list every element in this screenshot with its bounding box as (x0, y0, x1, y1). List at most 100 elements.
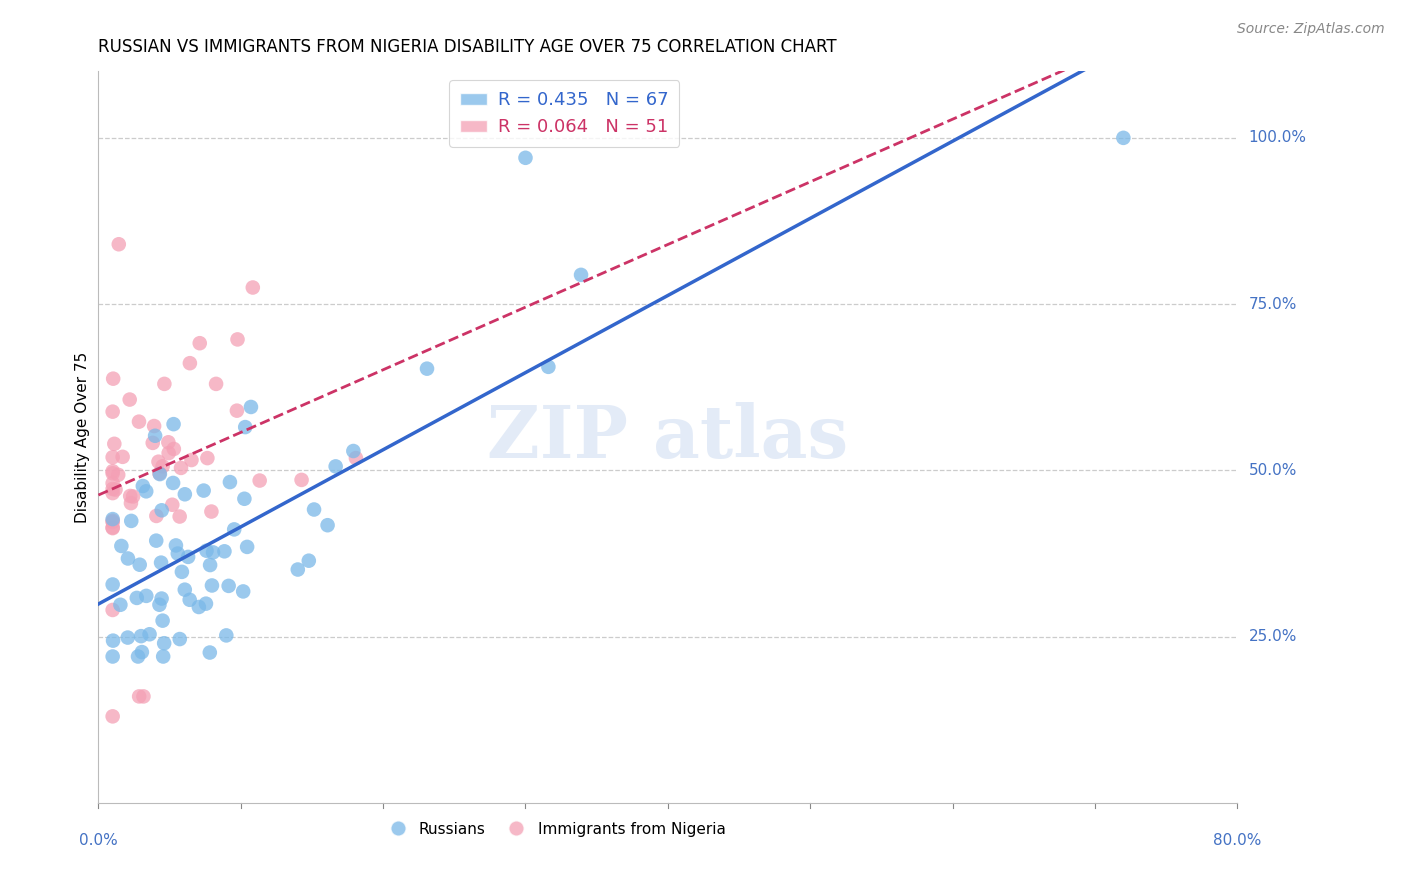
Point (120, 489, 142, 503)
Point (101, 649, 124, 664)
Point (148, 598, 170, 612)
Point (145, 533, 167, 548)
Point (128, 558, 150, 572)
Point (173, 487, 195, 501)
Point (101, 482, 124, 496)
Point (117, 631, 139, 645)
Point (170, 461, 193, 475)
Point (198, 558, 221, 572)
Point (157, 435, 180, 450)
Point (200, 504, 222, 518)
Point (302, 502, 325, 516)
Point (165, 538, 187, 552)
Point (101, 476, 124, 491)
Point (101, 467, 124, 481)
Point (198, 646, 221, 660)
Point (101, 372, 124, 386)
Point (128, 690, 150, 704)
Point (344, 451, 367, 466)
Point (101, 521, 124, 535)
Point (166, 547, 188, 561)
Y-axis label: Disability Age Over 75: Disability Age Over 75 (75, 351, 90, 523)
Point (180, 453, 202, 467)
Point (187, 599, 209, 614)
Point (298, 554, 321, 568)
Point (111, 450, 134, 464)
Point (169, 632, 191, 646)
Point (287, 562, 309, 576)
Point (107, 237, 129, 252)
Point (101, 512, 124, 526)
Point (205, 376, 228, 391)
Point (239, 400, 262, 414)
Point (150, 556, 173, 570)
Point (569, 268, 592, 282)
Point (101, 464, 124, 478)
Point (242, 280, 264, 294)
Point (138, 627, 160, 641)
Point (537, 359, 560, 374)
Point (162, 475, 184, 490)
Point (101, 404, 124, 418)
Point (110, 539, 132, 553)
Point (153, 636, 176, 650)
Point (179, 356, 201, 370)
Point (143, 429, 166, 443)
Point (202, 545, 225, 559)
Point (104, 483, 127, 497)
Point (195, 543, 218, 558)
Text: 25.0%: 25.0% (1249, 629, 1296, 644)
Point (342, 444, 364, 458)
Point (135, 484, 157, 499)
Point (132, 690, 155, 704)
Point (169, 509, 191, 524)
Point (122, 490, 145, 504)
Point (145, 508, 167, 523)
Point (150, 503, 173, 517)
Point (219, 475, 242, 489)
Text: 100.0%: 100.0% (1249, 130, 1306, 145)
Point (195, 451, 218, 466)
Point (162, 498, 184, 512)
Text: 75.0%: 75.0% (1249, 297, 1296, 311)
Point (249, 474, 271, 488)
Point (150, 591, 173, 606)
Point (132, 479, 155, 493)
Point (128, 415, 150, 429)
Point (188, 336, 211, 351)
Point (117, 551, 139, 566)
Point (101, 450, 124, 465)
Point (152, 649, 174, 664)
Point (218, 579, 240, 593)
Point (214, 544, 236, 558)
Point (110, 598, 132, 612)
Point (290, 473, 312, 487)
Point (101, 486, 124, 500)
Point (135, 589, 157, 603)
Point (101, 577, 124, 591)
Point (101, 514, 124, 528)
Point (125, 591, 148, 605)
Point (162, 417, 184, 431)
Point (143, 419, 166, 434)
Point (103, 437, 125, 451)
Point (120, 514, 142, 528)
Point (224, 522, 246, 536)
Point (101, 709, 124, 723)
Point (118, 392, 141, 407)
Point (152, 614, 174, 628)
Point (193, 483, 215, 498)
Text: Source: ZipAtlas.com: Source: ZipAtlas.com (1237, 22, 1385, 37)
Point (232, 584, 254, 599)
Text: 0.0%: 0.0% (79, 833, 118, 848)
Text: RUSSIAN VS IMMIGRANTS FROM NIGERIA DISABILITY AGE OVER 75 CORRELATION CHART: RUSSIAN VS IMMIGRANTS FROM NIGERIA DISAB… (98, 38, 837, 56)
Point (101, 603, 124, 617)
Point (107, 467, 129, 482)
Legend: Russians, Immigrants from Nigeria: Russians, Immigrants from Nigeria (377, 815, 731, 843)
Point (127, 649, 149, 664)
Point (101, 633, 124, 648)
Point (316, 518, 339, 533)
Point (129, 629, 152, 643)
Point (163, 442, 186, 456)
Point (215, 628, 238, 642)
